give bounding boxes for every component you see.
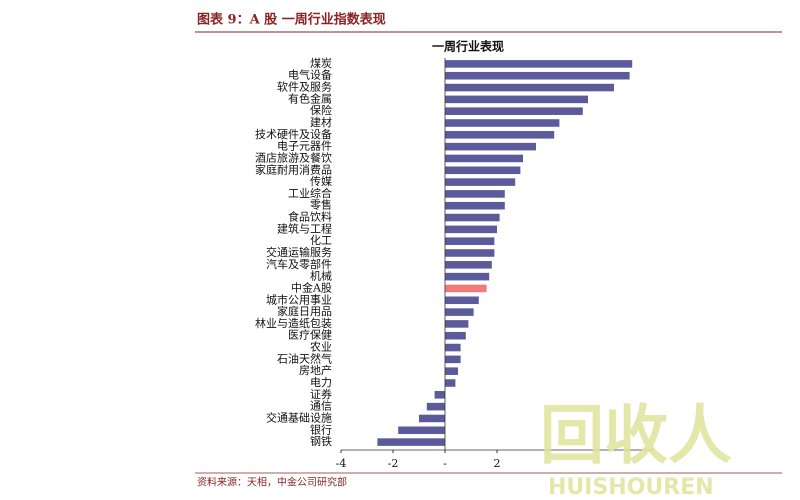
y-tick-label: 家庭耐用消费品 (255, 162, 332, 176)
y-tick-label: 有色金属 (288, 91, 332, 105)
bar (398, 426, 445, 435)
bar (445, 261, 492, 269)
y-tick-label: 医疗保健 (288, 328, 332, 342)
bar (445, 213, 500, 222)
y-tick-label: 交通基础设施 (266, 410, 332, 424)
bar (445, 190, 505, 198)
y-tick-label: 交通运输服务 (266, 245, 332, 259)
bar (445, 320, 469, 328)
y-tick-label: 工业综合 (288, 186, 332, 200)
y-tick-label: 林业与造纸包装 (255, 316, 332, 330)
y-tick-label: 保险 (310, 103, 332, 117)
bar (445, 343, 461, 352)
bar (445, 355, 461, 364)
y-tick-label: 银行 (310, 422, 332, 436)
bar (445, 166, 521, 175)
chart-title: 一周行业表现 (432, 39, 504, 54)
source: 资料来源：天相，中金公司研究部 (197, 476, 347, 489)
bar (445, 331, 466, 340)
bar (445, 249, 495, 257)
y-tick-label: 钢铁 (310, 435, 332, 448)
y-tick-label: 城市公用事业 (266, 292, 332, 306)
x-tick-label: 2 (494, 457, 501, 470)
y-tick-label: 石油天然气 (277, 351, 332, 365)
bar (445, 107, 583, 115)
bar (445, 71, 630, 80)
bar (445, 272, 490, 281)
bar (445, 178, 516, 186)
x-tick-label: - (443, 457, 447, 470)
y-tick-label: 中金A股 (291, 280, 332, 294)
x-tick-label: -2 (388, 457, 399, 470)
y-tick-label: 建材 (310, 115, 332, 129)
y-tick-label: 软件及服务 (277, 80, 332, 94)
bar (445, 225, 497, 234)
watermark: 回收人 (540, 400, 732, 474)
bar (445, 284, 487, 293)
bar (445, 379, 456, 387)
bar (426, 402, 445, 411)
bar (419, 414, 445, 423)
y-tick-label: 通信 (310, 400, 332, 413)
y-tick-label: 酒店旅游及餐饮 (255, 150, 332, 164)
bar (445, 142, 536, 151)
plot: -4 -2-2煤炭电气设备软件及服务有色金属保险建材技术硬件及设备电子元器件酒店旅… (255, 57, 653, 470)
y-tick-label: 汽车及零部件 (266, 257, 332, 271)
x-tick-label: -4 (336, 457, 347, 470)
y-tick-label: 农业 (310, 340, 332, 354)
bar (377, 438, 445, 446)
bar (445, 83, 614, 92)
y-tick-label: 电力 (310, 376, 332, 389)
bar (445, 131, 555, 139)
bar (445, 95, 588, 104)
bar (445, 60, 633, 68)
y-tick-label: 建筑与工程 (277, 221, 332, 235)
y-tick-label: 电气设备 (288, 68, 332, 82)
bar (445, 201, 505, 210)
y-tick-label: 传媒 (310, 175, 332, 188)
y-tick-label: 食品饮料 (288, 210, 332, 224)
y-tick-label: 煤炭 (310, 57, 332, 70)
bar (445, 237, 495, 245)
y-tick-label: 零售 (310, 198, 332, 212)
watermark-sub: HUISHOUREN (548, 475, 714, 500)
y-tick-label: 房地产 (299, 363, 332, 377)
header-title: 图表 9：A 股 一周行业指数表现 (197, 12, 386, 28)
bar (445, 367, 458, 375)
y-tick-label: 技术硬件及设备 (255, 127, 332, 141)
bar (445, 296, 479, 305)
bar (445, 308, 474, 316)
y-tick-label: 电子元器件 (277, 140, 332, 153)
bar (445, 154, 523, 163)
bar (434, 391, 445, 399)
y-tick-label: 证券 (310, 387, 332, 401)
y-tick-label: 机械 (310, 269, 332, 283)
y-tick-label: 家庭日用品 (277, 304, 332, 318)
y-tick-label: 化工 (310, 233, 332, 247)
bar (445, 119, 560, 127)
